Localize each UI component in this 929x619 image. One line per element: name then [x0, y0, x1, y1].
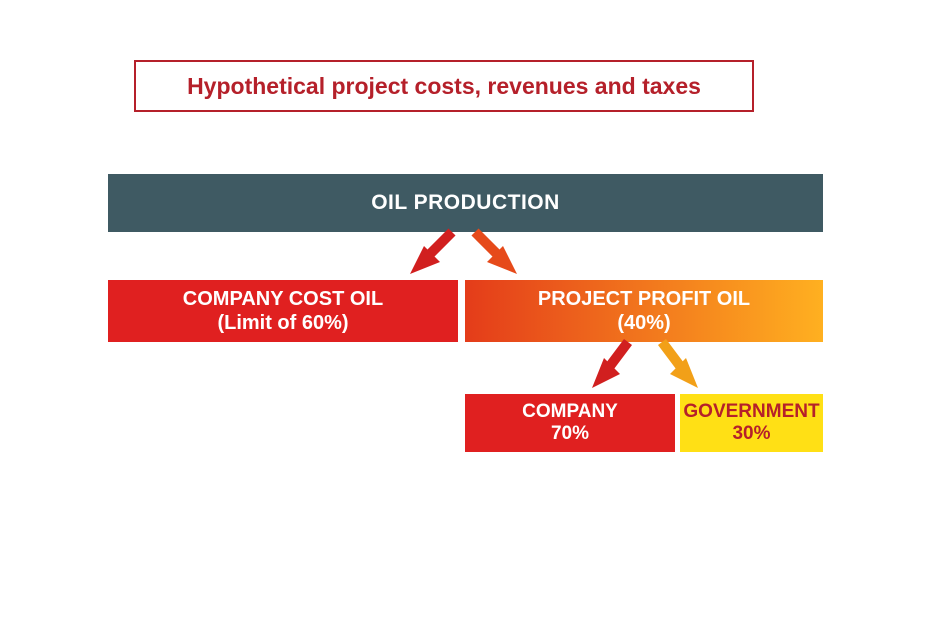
arrow-profit-to-government [648, 338, 704, 396]
node-company-cost-oil: COMPANY COST OIL (Limit of 60%) [108, 280, 458, 342]
cost-oil-label: COMPANY COST OIL [183, 287, 383, 311]
company-label: COMPANY [522, 401, 618, 423]
node-company-share: COMPANY 70% [465, 394, 675, 452]
diagram-title-text: Hypothetical project costs, revenues and… [187, 73, 701, 100]
node-project-profit-oil: PROJECT PROFIT OIL (40%) [465, 280, 823, 342]
root-node-oil-production: OIL PRODUCTION [108, 174, 823, 232]
profit-oil-label: PROJECT PROFIT OIL [538, 287, 750, 311]
government-label: GOVERNMENT [683, 401, 819, 423]
arrow-profit-to-company [586, 338, 642, 396]
node-government-share: GOVERNMENT 30% [680, 394, 823, 452]
root-label: OIL PRODUCTION [371, 191, 560, 215]
government-pct: 30% [732, 423, 770, 445]
profit-oil-sub: (40%) [617, 311, 670, 335]
cost-oil-sub: (Limit of 60%) [217, 311, 348, 335]
arrow-root-to-left [406, 228, 462, 284]
arrow-root-to-right [465, 228, 521, 284]
diagram-title: Hypothetical project costs, revenues and… [134, 60, 754, 112]
company-pct: 70% [551, 423, 589, 445]
